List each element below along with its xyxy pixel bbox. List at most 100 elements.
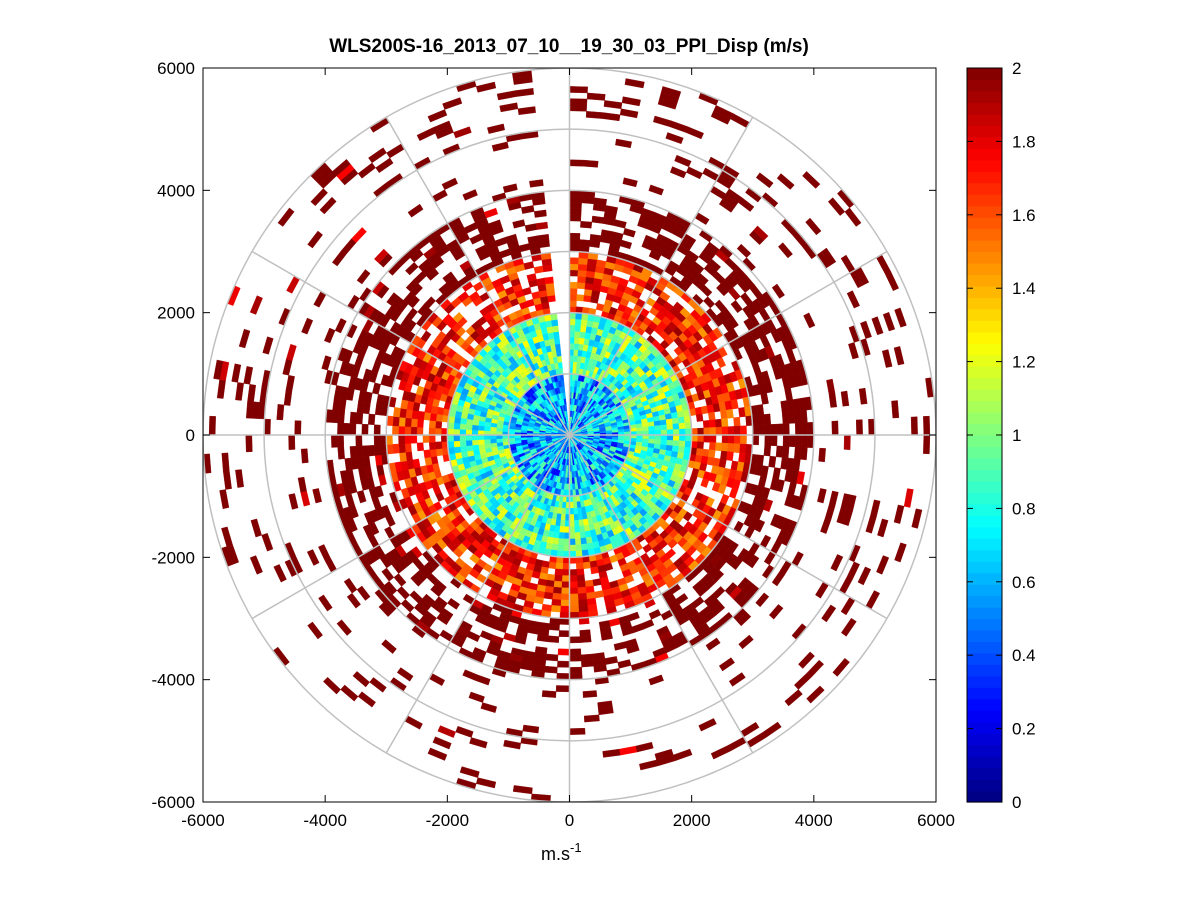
- scan-cell: [708, 449, 716, 459]
- scan-cell: [554, 568, 563, 576]
- scan-cell: [423, 449, 431, 459]
- scan-cell: [557, 544, 564, 552]
- scan-cell: [428, 420, 437, 429]
- scan-cell: [337, 410, 345, 424]
- scan-cell: [378, 602, 393, 617]
- scan-cell: [428, 427, 436, 436]
- scan-cell: [709, 442, 717, 451]
- scan-cell: [578, 525, 586, 533]
- scan-cell: [356, 401, 365, 414]
- scan-cell: [672, 429, 680, 436]
- scan-cell: [910, 416, 918, 436]
- scan-cell: [702, 420, 711, 429]
- scan-cell: [586, 92, 606, 101]
- grid-spoke: [569, 434, 888, 620]
- scan-cell: [307, 621, 323, 640]
- scan-cell: [821, 247, 837, 266]
- scan-cell: [771, 283, 785, 299]
- scan-cell: [249, 555, 263, 575]
- scan-cell: [471, 439, 479, 446]
- scan-cell: [801, 422, 808, 436]
- scan-cell: [361, 445, 370, 457]
- scan-cell: [882, 311, 896, 332]
- scan-cell: [477, 439, 485, 445]
- scan-cell: [551, 543, 559, 551]
- scan-cell: [331, 409, 339, 424]
- scan-cell: [569, 544, 576, 552]
- scan-cell: [416, 418, 424, 428]
- scan-cell: [736, 243, 752, 258]
- scan-cell: [563, 538, 570, 546]
- colorbar-swatch: [967, 435, 1002, 448]
- scan-cell: [672, 440, 680, 447]
- scan-cell: [343, 422, 351, 436]
- colorbar-swatch: [967, 687, 1002, 700]
- scan-cell: [561, 569, 570, 576]
- scan-cell: [671, 417, 680, 425]
- scan-cell: [514, 88, 534, 97]
- scan-cell: [573, 507, 579, 515]
- scan-data-layer: [203, 69, 935, 802]
- scan-cell: [537, 234, 550, 242]
- scan-cell: [569, 538, 576, 546]
- colorbar-swatch: [967, 240, 1002, 253]
- scan-cell: [478, 443, 486, 450]
- scan-cell: [447, 434, 454, 442]
- scan-cell: [432, 736, 452, 750]
- colorbar-swatch: [967, 515, 1002, 528]
- scan-cell: [569, 300, 577, 307]
- scan-cell: [763, 380, 773, 394]
- scan-cell: [432, 120, 452, 134]
- scan-cell: [427, 747, 448, 761]
- scan-cell: [398, 434, 406, 445]
- scan-cell: [576, 282, 586, 290]
- colorbar-swatch: [967, 457, 1002, 471]
- scan-cell: [576, 562, 584, 570]
- colorbar-swatch: [967, 285, 1002, 298]
- colorbar-swatch: [967, 148, 1002, 161]
- scan-cell: [775, 445, 784, 458]
- scan-cell: [830, 554, 844, 572]
- scan-cell: [331, 434, 338, 448]
- x-axis: -6000 -4000 -2000 0 2000 4000 6000: [181, 68, 955, 830]
- scan-cell: [435, 448, 444, 457]
- scan-cell: [557, 660, 570, 668]
- scan-cell: [297, 476, 307, 493]
- y-tick-label: 2000: [157, 304, 195, 323]
- colorbar-swatch: [967, 125, 1002, 138]
- scan-cell: [647, 421, 655, 427]
- colorbar-swatch: [967, 767, 1002, 780]
- scan-cell: [736, 612, 752, 627]
- scan-cell: [581, 196, 595, 205]
- scan-cell: [677, 446, 686, 454]
- scan-cell: [666, 434, 674, 441]
- scan-cell: [367, 413, 376, 425]
- scan-cell: [733, 425, 741, 436]
- colorbar-swatch: [967, 354, 1002, 367]
- scan-cell: [579, 635, 592, 643]
- scan-cell: [727, 316, 739, 329]
- scan-cell: [477, 425, 485, 431]
- scan-cell: [770, 434, 778, 447]
- x-tick-label: 2000: [673, 811, 711, 830]
- scan-cell: [286, 344, 297, 361]
- colorbar-swatch: [967, 492, 1002, 505]
- scan-cell: [558, 532, 565, 540]
- scan-cell: [755, 592, 770, 608]
- scan-cell: [672, 423, 680, 430]
- scan-cell: [702, 448, 710, 458]
- scan-cell: [574, 532, 581, 540]
- scan-cell: [820, 517, 832, 534]
- colorbar-swatch: [967, 779, 1002, 792]
- scan-cell: [577, 592, 587, 601]
- scan-cell: [435, 441, 443, 450]
- scan-cell: [471, 429, 479, 436]
- grid-spoke: [251, 250, 570, 436]
- scan-cell: [659, 291, 671, 302]
- colorbar-swatch: [967, 102, 1002, 115]
- scan-cell: [474, 614, 488, 626]
- scan-cell: [319, 196, 337, 215]
- scan-cell: [496, 438, 503, 443]
- scan-cell: [578, 605, 589, 613]
- scan-cell: [923, 434, 931, 455]
